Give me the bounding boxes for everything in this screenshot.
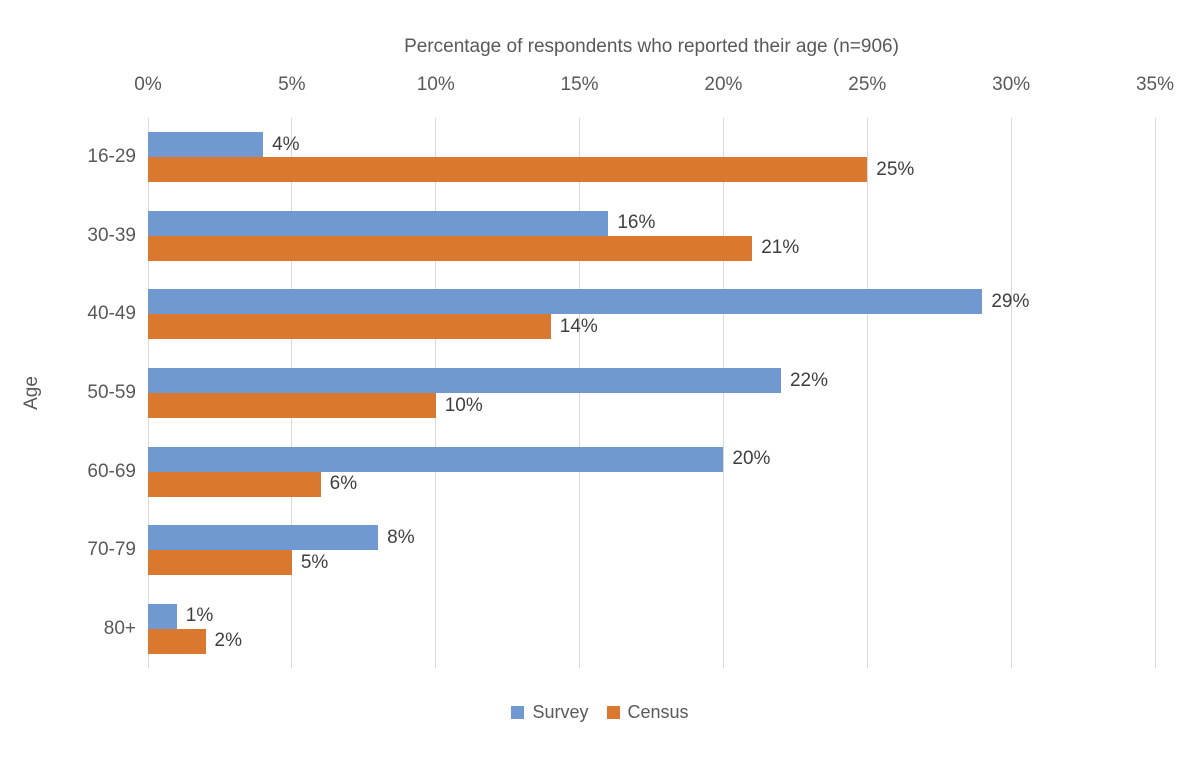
census-bar <box>148 628 206 654</box>
data-label: 2% <box>214 630 242 652</box>
legend: Survey Census <box>0 702 1200 723</box>
y-axis-category-label: 40-49 <box>87 303 136 325</box>
legend-swatch-survey <box>511 706 525 719</box>
x-axis-tick-label: 25% <box>848 74 887 95</box>
data-label: 8% <box>387 526 415 548</box>
data-label: 21% <box>761 237 800 259</box>
x-axis-tick-label: 15% <box>560 74 599 95</box>
data-label: 5% <box>300 551 329 573</box>
y-axis-category-label: 30-39 <box>87 224 136 246</box>
y-axis-category-label: 60-69 <box>87 460 136 482</box>
survey-bar <box>148 210 609 236</box>
data-label: 16% <box>617 212 656 234</box>
legend-label: Survey <box>532 702 589 722</box>
gridline <box>1010 118 1012 668</box>
y-axis-category-label: 70-79 <box>87 539 136 561</box>
legend-item-census: Census <box>606 702 689 723</box>
legend-swatch-census <box>606 706 620 719</box>
y-axis-category-label: 50-59 <box>87 382 136 403</box>
plot-area: 4% 25% 16% 21% 29% 14% 22% 10% 20% 6% 8% 5% 1% 2% <box>147 118 1156 668</box>
census-bar <box>148 471 321 497</box>
x-axis-tick-label: 35% <box>1135 74 1175 95</box>
gridline <box>579 118 581 668</box>
data-label: 14% <box>559 315 598 337</box>
y-axis-category-label: 80+ <box>103 617 136 639</box>
x-axis-tick-label: 20% <box>704 74 743 95</box>
gridline <box>435 118 437 668</box>
data-label: 10% <box>444 394 483 416</box>
legend-label: Census <box>627 702 689 722</box>
data-label: 22% <box>789 369 828 391</box>
census-bar <box>148 550 292 576</box>
x-axis-tick-label: 30% <box>992 74 1031 95</box>
chart-title: Percentage of respondents who reported t… <box>404 36 899 57</box>
y-axis-category-label: 16-29 <box>87 146 136 168</box>
census-bar <box>148 157 868 183</box>
data-label: 20% <box>732 448 771 470</box>
survey-bar <box>148 603 177 629</box>
x-axis-tick-label: 10% <box>416 74 455 95</box>
survey-bar <box>148 289 983 315</box>
survey-bar <box>148 525 379 551</box>
data-label: 6% <box>329 473 358 495</box>
data-label: 25% <box>876 158 915 180</box>
x-axis-tick-label: 5% <box>278 74 306 95</box>
survey-bar <box>148 132 264 158</box>
x-axis-tick-label: 0% <box>134 74 162 95</box>
data-label: 1% <box>185 605 214 627</box>
census-bar <box>148 235 753 261</box>
legend-item-survey: Survey <box>511 702 589 723</box>
survey-bar <box>148 368 781 393</box>
gridline <box>866 118 868 668</box>
census-bar <box>148 393 436 418</box>
survey-bar <box>148 446 724 472</box>
census-bar <box>148 314 551 340</box>
gridline <box>1154 118 1156 668</box>
data-label: 4% <box>272 133 300 155</box>
gridline <box>722 118 724 668</box>
data-label: 29% <box>991 290 1030 312</box>
